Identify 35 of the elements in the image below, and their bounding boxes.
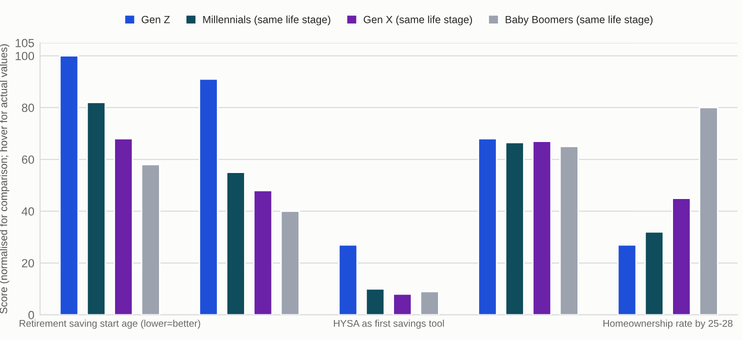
y-tick-label: 40: [22, 207, 34, 216]
y-tick-label: 80: [22, 104, 34, 112]
legend-label: Millennials (same life stage): [203, 16, 330, 26]
bar: [338, 244, 358, 315]
bar: [59, 55, 79, 315]
bar: [140, 164, 160, 315]
x-tick-label: Retirement saving start age (lower=better): [20, 320, 200, 329]
legend-label: Gen Z: [142, 16, 170, 24]
bar: [478, 138, 498, 315]
bar: [617, 244, 637, 315]
bar: [280, 210, 300, 315]
x-tick-label: Homeownership rate by 25-28: [603, 320, 732, 329]
y-axis-title: Score (normalised for comparison; hover for actual values): [0, 44, 10, 314]
bar: [672, 198, 692, 315]
bar: [504, 142, 524, 315]
bar: [114, 138, 134, 315]
legend-label: Baby Boomers (same life stage): [506, 16, 652, 26]
y-tick-label: 20: [22, 259, 34, 268]
bar: [198, 78, 218, 315]
bar: [365, 288, 385, 315]
y-tick-label: 60: [22, 155, 34, 164]
y-tick-label: 105: [16, 38, 34, 48]
bar: [253, 190, 273, 315]
bar: [698, 106, 718, 315]
bar: [559, 146, 579, 315]
x-tick-label: HYSA as first savings tool: [334, 320, 444, 329]
bar: [86, 102, 106, 315]
bar: [226, 172, 246, 315]
y-tick-label: 100: [16, 52, 34, 60]
y-tick-label: 0: [28, 310, 34, 320]
bar: [392, 293, 412, 315]
legend-label: Gen X (same life stage): [364, 16, 472, 26]
bar: [644, 231, 664, 315]
bar: [532, 140, 552, 315]
bar: [420, 290, 440, 315]
